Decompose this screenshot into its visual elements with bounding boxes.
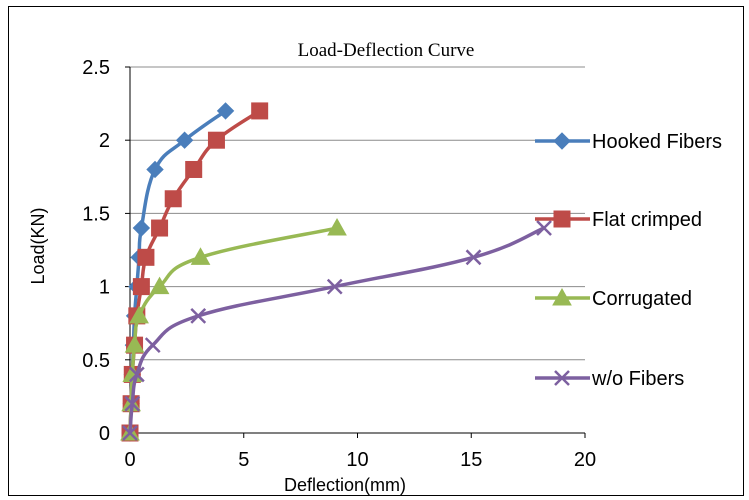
x-tick-label-4: 20 [574, 449, 596, 471]
data-point-0-9 [175, 131, 194, 149]
data-point-1-9 [185, 160, 203, 178]
series-3 [122, 220, 552, 441]
legend-label-1: Flat crimped [592, 209, 702, 231]
y-tick-label-1: 0.5 [82, 350, 110, 372]
legend-marker-2 [552, 287, 572, 306]
data-point-2-6 [190, 247, 211, 265]
data-point-3-0 [122, 425, 138, 441]
x-tick-label-1: 5 [238, 449, 249, 471]
legend: Hooked Fibers Flat crimped Corrugated w/o F… [535, 131, 722, 390]
x-tick-label-3: 15 [460, 449, 482, 471]
data-point-3-6 [465, 249, 482, 266]
y-tick-label-2: 1 [99, 277, 110, 299]
data-point-0-8 [146, 160, 164, 179]
data-point-0-10 [216, 102, 235, 120]
legend-label-0: Hooked Fibers [592, 131, 722, 153]
data-point-1-11 [251, 102, 269, 120]
gridlines [130, 66, 585, 361]
series-line-2 [128, 226, 338, 434]
y-tick-label-3: 1.5 [82, 203, 110, 225]
y-tick-label-5: 2.5 [82, 57, 110, 79]
data-point-1-5 [132, 278, 150, 296]
series-2 [120, 218, 347, 441]
legend-marker-1 [553, 210, 571, 228]
series-1 [121, 102, 269, 442]
legend-marker-0 [553, 132, 571, 150]
legend-label-3: w/o Fibers [591, 368, 684, 390]
data-point-1-7 [151, 219, 169, 237]
data-point-1-10 [207, 131, 225, 149]
tick-labels: 0 0.5 1 1.5 2 2.5 0 5 10 15 20 [82, 57, 596, 471]
series-layer [120, 102, 552, 442]
y-axis-title: Load(KN) [28, 207, 48, 284]
x-tick-label-2: 10 [346, 449, 368, 471]
y-tick-label-4: 2 [99, 130, 110, 152]
data-point-3-1 [124, 395, 141, 412]
chart-title: Load-Deflection Curve [298, 40, 475, 61]
data-point-3-5 [326, 278, 343, 295]
data-point-3-2 [128, 366, 145, 383]
data-point-3-3 [144, 337, 161, 354]
data-point-1-6 [137, 248, 155, 266]
data-point-3-7 [536, 220, 552, 236]
series-line-1 [128, 109, 261, 434]
data-point-2-7 [327, 218, 347, 236]
y-tick-label-0: 0 [99, 423, 110, 445]
x-axis-title: Deflection(mm) [284, 475, 406, 495]
series-0 [121, 102, 235, 442]
data-point-0-7 [132, 219, 151, 237]
data-point-2-4 [129, 305, 149, 324]
data-point-3-4 [190, 307, 207, 324]
x-tick-label-0: 0 [124, 449, 135, 471]
data-point-2-3 [124, 335, 145, 353]
data-point-2-5 [149, 276, 170, 295]
legend-label-2: Corrugated [592, 288, 692, 310]
legend-marker-3 [554, 370, 570, 386]
data-point-1-8 [164, 190, 182, 208]
